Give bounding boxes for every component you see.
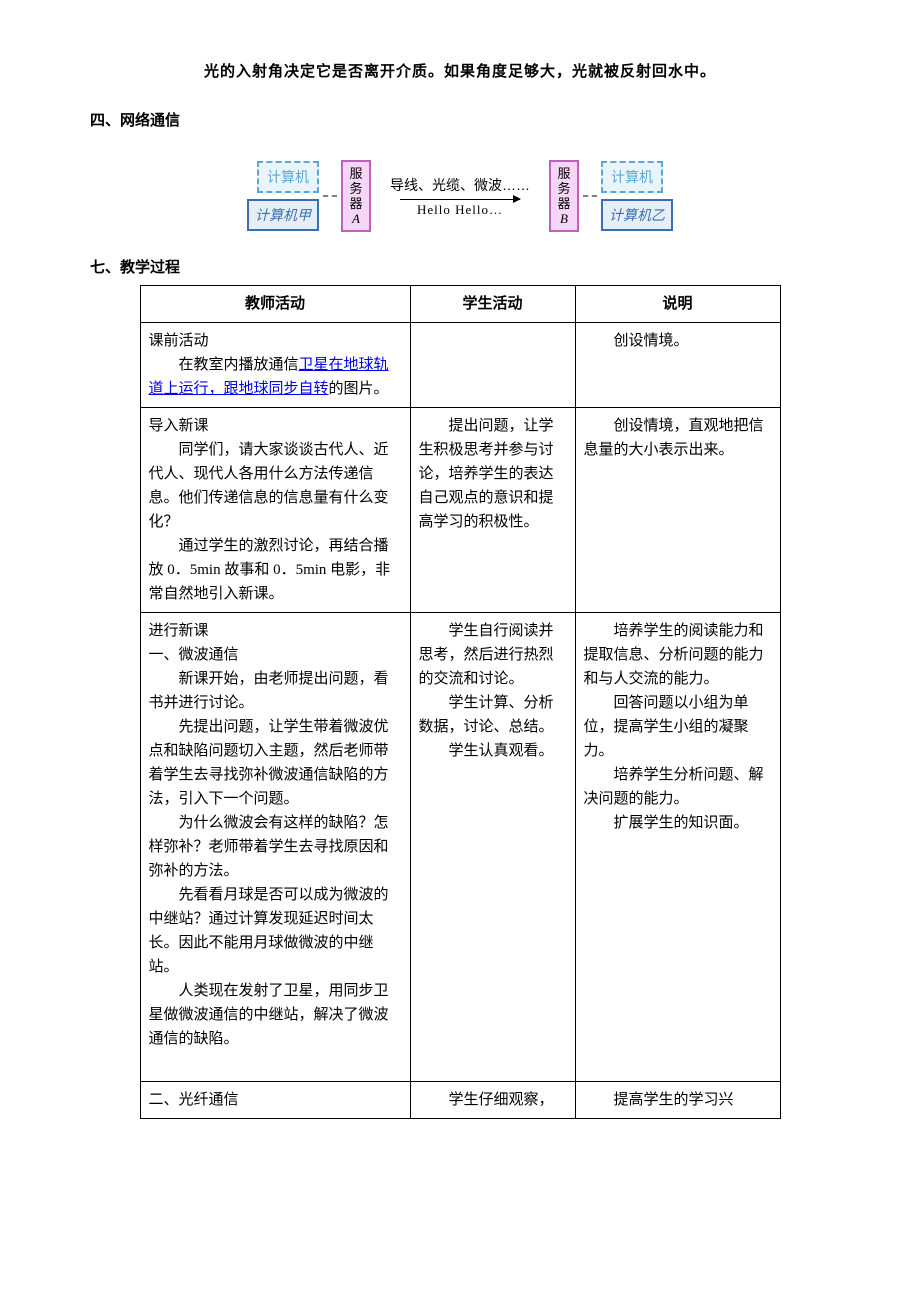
- top-statement: 光的入射角决定它是否离开介质。如果角度足够大，光就被反射回水中。: [90, 60, 830, 81]
- dashed-box-left: 计算机: [257, 161, 319, 193]
- row4-title: 二、光纤通信: [149, 1088, 402, 1112]
- mid-label: 导线、光缆、微波……: [390, 175, 530, 195]
- row2-p1: 同学们，请大家谈谈古代人、近代人、现代人各用什么方法传递信息。他们传递信息的信息…: [149, 438, 402, 534]
- cell-student: 提出问题，让学生积极思考并参与讨论，培养学生的表达自己观点的意识和提高学习的积极…: [410, 408, 575, 613]
- row3-p1: 新课开始，由老师提出问题，看书并进行讨论。: [149, 667, 402, 715]
- row3-sub: 一、微波通信: [149, 643, 402, 667]
- solid-box-right: 计算机乙: [601, 199, 673, 231]
- cell-note: 创设情境，直观地把信息量的大小表示出来。: [575, 408, 780, 613]
- arrow-icon: [400, 199, 520, 200]
- table-row: 课前活动 在教室内播放通信卫星在地球轨道上运行，跟地球同步自转的图片。 创设情境…: [140, 323, 780, 408]
- row1-post: 的图片。: [329, 381, 389, 397]
- dashed-box-right: 计算机: [601, 161, 663, 193]
- table-row: 二、光纤通信 学生仔细观察， 提高学生的学习兴: [140, 1082, 780, 1119]
- row2-student: 提出问题，让学生积极思考并参与讨论，培养学生的表达自己观点的意识和提高学习的积极…: [419, 414, 567, 534]
- table-header-row: 教师活动 学生活动 说明: [140, 286, 780, 323]
- cell-teacher: 课前活动 在教室内播放通信卫星在地球轨道上运行，跟地球同步自转的图片。: [140, 323, 410, 408]
- connector-left: [323, 195, 337, 197]
- table-row: 进行新课 一、微波通信 新课开始，由老师提出问题，看书并进行讨论。 先提出问题，…: [140, 613, 780, 1082]
- row1-pre: 在教室内播放通信: [179, 357, 299, 373]
- row3-n4: 扩展学生的知识面。: [584, 811, 772, 835]
- server-b-sub: B: [560, 211, 568, 226]
- row2-p2: 通过学生的激烈讨论，再结合播放 0．5min 故事和 0．5min 电影，非常自…: [149, 534, 402, 606]
- row3-s3: 学生认真观看。: [419, 739, 567, 763]
- row3-n1: 培养学生的阅读能力和提取信息、分析问题的能力和与人交流的能力。: [584, 619, 772, 691]
- server-b: 服务器 B: [549, 160, 579, 232]
- section-4-heading: 四、网络通信: [90, 109, 830, 130]
- cell-note: 创设情境。: [575, 323, 780, 408]
- cell-student: [410, 323, 575, 408]
- row3-p4: 先看看月球是否可以成为微波的中继站？通过计算发现延迟时间太长。因此不能用月球做微…: [149, 883, 402, 979]
- row1-body: 在教室内播放通信卫星在地球轨道上运行，跟地球同步自转的图片。: [149, 353, 402, 401]
- table-row: 导入新课 同学们，请大家谈谈古代人、近代人、现代人各用什么方法传递信息。他们传递…: [140, 408, 780, 613]
- row3-s1: 学生自行阅读并思考，然后进行热烈的交流和讨论。: [419, 619, 567, 691]
- row3-p2: 先提出问题，让学生带着微波优点和缺陷问题切入主题，然后老师带着学生去寻找弥补微波…: [149, 715, 402, 811]
- row1-note: 创设情境。: [584, 329, 772, 353]
- row3-p3: 为什么微波会有这样的缺陷？怎样弥补？老师带着学生去寻找原因和弥补的方法。: [149, 811, 402, 883]
- row3-s2: 学生计算、分析数据，讨论、总结。: [419, 691, 567, 739]
- connector-right: [583, 195, 597, 197]
- cell-note: 培养学生的阅读能力和提取信息、分析问题的能力和与人交流的能力。 回答问题以小组为…: [575, 613, 780, 1082]
- th-student: 学生活动: [410, 286, 575, 323]
- network-diagram: 计算机 计算机甲 服务器 A 导线、光缆、微波…… Hello Hello… 服…: [90, 160, 830, 232]
- teaching-process-table: 教师活动 学生活动 说明 课前活动 在教室内播放通信卫星在地球轨道上运行，跟地球…: [140, 285, 781, 1119]
- row1-title: 课前活动: [149, 329, 402, 353]
- solid-box-left: 计算机甲: [247, 199, 319, 231]
- row4-student: 学生仔细观察，: [419, 1088, 567, 1112]
- cell-teacher: 导入新课 同学们，请大家谈谈古代人、近代人、现代人各用什么方法传递信息。他们传递…: [140, 408, 410, 613]
- row4-note: 提高学生的学习兴: [584, 1088, 772, 1112]
- th-teacher: 教师活动: [140, 286, 410, 323]
- server-b-label: 服务器: [557, 166, 570, 211]
- cell-student: 学生自行阅读并思考，然后进行热烈的交流和讨论。 学生计算、分析数据，讨论、总结。…: [410, 613, 575, 1082]
- cell-teacher: 进行新课 一、微波通信 新课开始，由老师提出问题，看书并进行讨论。 先提出问题，…: [140, 613, 410, 1082]
- row3-n2: 回答问题以小组为单位，提高学生小组的凝聚力。: [584, 691, 772, 763]
- row2-note: 创设情境，直观地把信息量的大小表示出来。: [584, 414, 772, 462]
- row2-title: 导入新课: [149, 414, 402, 438]
- hello-text: Hello Hello…: [417, 202, 503, 218]
- server-a-label: 服务器: [349, 166, 362, 211]
- server-a: 服务器 A: [341, 160, 371, 232]
- section-7-heading: 七、教学过程: [90, 256, 830, 277]
- cell-note: 提高学生的学习兴: [575, 1082, 780, 1119]
- th-note: 说明: [575, 286, 780, 323]
- cell-teacher: 二、光纤通信: [140, 1082, 410, 1119]
- row3-title: 进行新课: [149, 619, 402, 643]
- row3-p5: 人类现在发射了卫星，用同步卫星做微波通信的中继站，解决了微波通信的缺陷。: [149, 979, 402, 1051]
- cell-student: 学生仔细观察，: [410, 1082, 575, 1119]
- server-a-sub: A: [352, 211, 360, 226]
- row3-n3: 培养学生分析问题、解决问题的能力。: [584, 763, 772, 811]
